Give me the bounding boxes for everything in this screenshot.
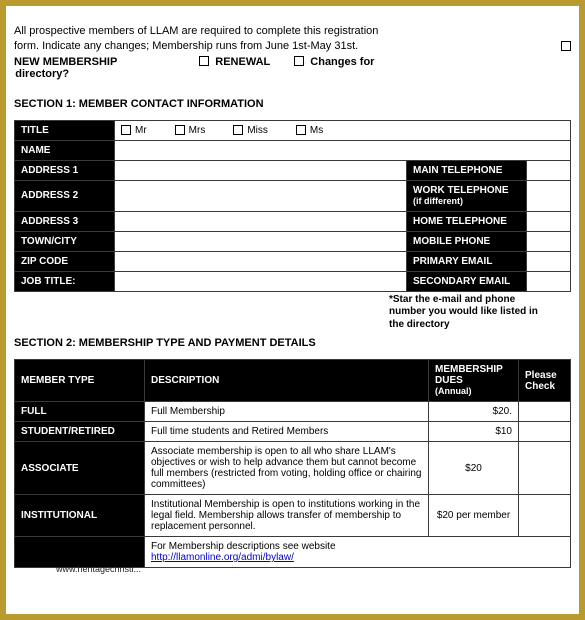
check-institutional[interactable] <box>519 495 571 537</box>
job-field[interactable] <box>115 271 407 291</box>
changes-checkbox[interactable] <box>294 56 304 66</box>
job-label: JOB TITLE: <box>15 271 115 291</box>
hdr-type: MEMBER TYPE <box>15 360 145 402</box>
table-row: INSTITUTIONAL Institutional Membership i… <box>15 495 571 537</box>
table-row: FULL Full Membership $20. <box>15 402 571 422</box>
intro-line2: form. Indicate any changes; Membership r… <box>14 39 543 54</box>
addr1-field[interactable] <box>115 160 407 180</box>
sec-email-label: SECONDARY EMAIL <box>407 271 527 291</box>
dues-associate: $20 <box>429 442 519 495</box>
home-tel-field[interactable] <box>527 211 571 231</box>
mr-checkbox[interactable] <box>121 125 131 135</box>
town-label: TOWN/CITY <box>15 231 115 251</box>
addr2-label: ADDRESS 2 <box>15 180 115 211</box>
hdr-dues: MEMBERSHIP DUES(Annual) <box>429 360 519 402</box>
table-row: STUDENT/RETIRED Full time students and R… <box>15 422 571 442</box>
zip-label: ZIP CODE <box>15 251 115 271</box>
mobile-label: MOBILE PHONE <box>407 231 527 251</box>
name-field[interactable] <box>115 140 571 160</box>
dues-full: $20. <box>429 402 519 422</box>
footer-credit: www.heritagechristi... <box>56 564 141 574</box>
addr3-label: ADDRESS 3 <box>15 211 115 231</box>
home-tel-label: HOME TELEPHONE <box>407 211 527 231</box>
mrs-checkbox[interactable] <box>175 125 185 135</box>
mrs-label: Mrs <box>189 125 206 136</box>
miss-label: Miss <box>247 125 268 136</box>
dues-institutional: $20 per member <box>429 495 519 537</box>
check-associate[interactable] <box>519 442 571 495</box>
miss-checkbox[interactable] <box>233 125 243 135</box>
type-associate: ASSOCIATE <box>15 442 145 495</box>
desc-institutional: Institutional Membership is open to inst… <box>145 495 429 537</box>
desc-student: Full time students and Retired Members <box>145 422 429 442</box>
title-field[interactable]: Mr Mrs Miss Ms <box>115 120 571 140</box>
main-tel-field[interactable] <box>527 160 571 180</box>
membership-table: MEMBER TYPE DESCRIPTION MEMBERSHIP DUES(… <box>14 359 571 568</box>
mr-label: Mr <box>135 125 147 136</box>
ms-checkbox[interactable] <box>296 125 306 135</box>
dues-student: $10 <box>429 422 519 442</box>
name-label: NAME <box>15 140 115 160</box>
pri-email-label: PRIMARY EMAIL <box>407 251 527 271</box>
mobile-field[interactable] <box>527 231 571 251</box>
type-institutional: INSTITUTIONAL <box>15 495 145 537</box>
type-full: FULL <box>15 402 145 422</box>
check-full[interactable] <box>519 402 571 422</box>
zip-field[interactable] <box>115 251 407 271</box>
title-label: TITLE <box>15 120 115 140</box>
renewal-checkbox[interactable] <box>199 56 209 66</box>
directory-label: directory? <box>15 68 69 80</box>
intro-line1: All prospective members of LLAM are requ… <box>14 24 571 39</box>
main-tel-label: MAIN TELEPHONE <box>407 160 527 180</box>
changes-label: Changes for <box>310 56 374 68</box>
hdr-check: Please Check <box>519 360 571 402</box>
type-student: STUDENT/RETIRED <box>15 422 145 442</box>
renewal-label: RENEWAL <box>215 56 270 68</box>
see-website-link[interactable]: http://llamonline.org/admi/bylaw/ <box>151 552 294 563</box>
sec-email-field[interactable] <box>527 271 571 291</box>
town-field[interactable] <box>115 231 407 251</box>
addr1-label: ADDRESS 1 <box>15 160 115 180</box>
section1-title: SECTION 1: MEMBER CONTACT INFORMATION <box>14 98 571 110</box>
work-tel-label: WORK TELEPHONE(if different) <box>407 180 527 211</box>
ms-label: Ms <box>310 125 323 136</box>
contact-table: TITLE Mr Mrs Miss Ms NAME ADDRESS 1 MAIN… <box>14 120 571 292</box>
pri-email-field[interactable] <box>527 251 571 271</box>
hdr-desc: DESCRIPTION <box>145 360 429 402</box>
desc-associate: Associate membership is open to all who … <box>145 442 429 495</box>
section2-title: SECTION 2: MEMBERSHIP TYPE AND PAYMENT D… <box>14 337 571 349</box>
new-membership-label: NEW MEMBERSHIP <box>14 56 117 68</box>
desc-full: Full Membership <box>145 402 429 422</box>
star-note: *Star the e-mail and phone number you wo… <box>389 294 539 332</box>
check-student[interactable] <box>519 422 571 442</box>
addr2-field[interactable] <box>115 180 407 211</box>
table-row: ASSOCIATE Associate membership is open t… <box>15 442 571 495</box>
see-website-cell: For Membership descriptions see website … <box>145 537 571 568</box>
work-tel-field[interactable] <box>527 180 571 211</box>
addr3-field[interactable] <box>115 211 407 231</box>
intro-checkbox[interactable] <box>561 41 571 51</box>
